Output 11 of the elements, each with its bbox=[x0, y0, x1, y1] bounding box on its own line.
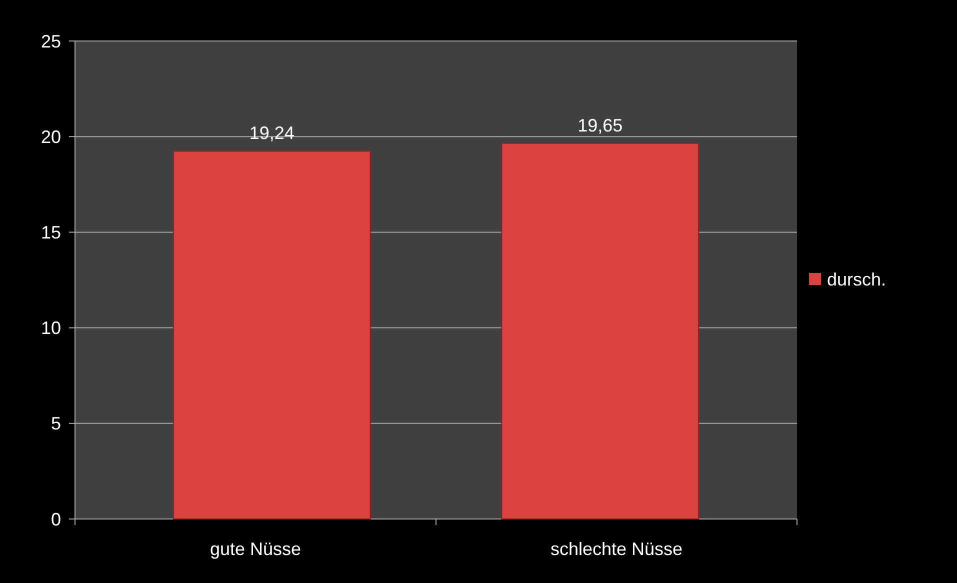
y-tick-label: 0 bbox=[50, 509, 61, 530]
x-tick-label: schlechte Nüsse bbox=[550, 539, 683, 559]
data-label: 19,65 bbox=[578, 115, 623, 136]
x-tick-label: gute Nüsse bbox=[210, 539, 302, 559]
y-tick-label: 15 bbox=[40, 222, 61, 242]
y-tick-label: 10 bbox=[40, 318, 61, 338]
y-tick-label: 20 bbox=[40, 126, 61, 147]
y-tick-label: 25 bbox=[40, 31, 61, 52]
data-label: 19,24 bbox=[249, 123, 294, 144]
legend-label: dursch. bbox=[827, 269, 886, 290]
y-tick-label: 5 bbox=[50, 414, 61, 434]
